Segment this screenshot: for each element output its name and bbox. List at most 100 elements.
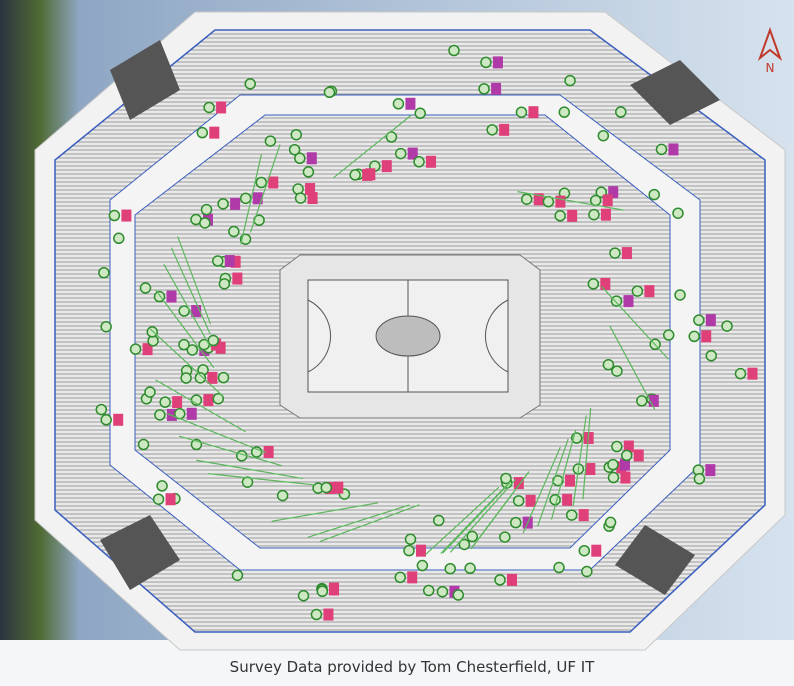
survey-tag xyxy=(506,573,517,586)
north-arrow xyxy=(757,27,783,61)
access-point xyxy=(108,209,121,222)
access-point xyxy=(486,124,498,136)
survey-tag xyxy=(585,463,596,476)
survey-tag xyxy=(600,208,611,221)
access-point xyxy=(413,156,425,168)
three-point-arcs xyxy=(307,299,509,373)
access-point xyxy=(156,480,168,492)
survey-tag xyxy=(492,56,503,69)
survey-tag xyxy=(578,509,589,522)
access-point xyxy=(323,86,336,99)
access-point xyxy=(385,131,398,143)
access-point xyxy=(100,320,112,333)
north-label: N xyxy=(766,61,775,75)
survey-path xyxy=(319,504,420,542)
survey-path xyxy=(470,471,530,550)
access-point xyxy=(553,561,565,574)
access-point xyxy=(615,106,627,118)
access-point xyxy=(392,98,405,110)
access-point xyxy=(100,414,112,426)
access-point xyxy=(620,449,633,462)
access-point xyxy=(604,516,617,529)
access-point xyxy=(218,278,231,290)
access-point xyxy=(611,440,623,453)
access-point xyxy=(494,574,506,586)
access-point xyxy=(95,403,108,416)
access-point xyxy=(212,255,224,267)
survey-tag xyxy=(705,314,716,327)
access-point xyxy=(554,210,566,222)
survey-path xyxy=(522,446,561,534)
survey-tag xyxy=(172,396,183,409)
access-point xyxy=(432,514,445,527)
access-point xyxy=(98,266,110,279)
access-point xyxy=(688,330,700,343)
access-point xyxy=(515,106,528,118)
survey-tag xyxy=(207,371,218,384)
survey-tag xyxy=(306,152,317,165)
access-point xyxy=(276,489,289,502)
access-point xyxy=(672,207,684,219)
survey-path xyxy=(271,502,379,522)
access-point xyxy=(499,531,511,543)
survey-tag xyxy=(644,285,655,298)
access-point xyxy=(631,285,644,297)
access-point xyxy=(589,194,602,207)
access-point xyxy=(662,329,675,341)
survey-tag xyxy=(499,123,510,136)
survey-path xyxy=(249,144,281,233)
access-point xyxy=(610,295,623,307)
survey-tag xyxy=(567,209,578,222)
access-point xyxy=(444,562,456,575)
access-point xyxy=(264,135,277,147)
access-point xyxy=(466,530,479,543)
access-point xyxy=(186,344,199,356)
survey-path xyxy=(517,191,625,211)
access-point xyxy=(564,74,576,87)
survey-tag xyxy=(186,407,197,420)
access-point xyxy=(602,358,615,371)
survey-tag xyxy=(230,197,241,210)
survey-tag xyxy=(232,272,243,285)
access-point xyxy=(721,320,733,332)
access-point xyxy=(607,458,619,471)
tunnel-nw xyxy=(110,40,180,120)
access-point xyxy=(196,126,209,139)
survey-tag xyxy=(333,481,344,494)
access-point xyxy=(217,371,230,384)
survey-path xyxy=(196,459,303,480)
access-point xyxy=(290,128,303,141)
access-point xyxy=(129,343,142,355)
access-point xyxy=(235,450,248,462)
access-point xyxy=(228,225,240,238)
access-point xyxy=(320,481,333,494)
survey-path xyxy=(440,482,510,554)
access-point xyxy=(458,538,471,551)
access-point xyxy=(207,334,220,347)
survey-tag xyxy=(230,255,241,268)
access-point xyxy=(239,192,252,205)
access-point xyxy=(500,472,512,485)
access-point xyxy=(636,395,648,407)
access-point xyxy=(199,217,211,229)
survey-tag xyxy=(407,571,418,584)
survey-path xyxy=(163,263,212,348)
survey-path xyxy=(307,504,410,538)
access-point xyxy=(244,78,256,90)
survey-tag xyxy=(362,168,373,181)
access-point xyxy=(255,176,268,189)
survey-tag xyxy=(268,176,279,189)
survey-tag xyxy=(562,493,573,506)
survey-path xyxy=(332,114,412,179)
survey-tag xyxy=(555,195,566,208)
tunnel-ne xyxy=(630,60,720,125)
survey-tag xyxy=(533,193,544,206)
access-point xyxy=(416,559,429,572)
access-point xyxy=(674,289,686,301)
access-point xyxy=(452,589,465,601)
access-point xyxy=(137,438,150,451)
survey-path xyxy=(178,435,283,467)
access-point xyxy=(597,129,610,142)
access-point xyxy=(587,278,600,290)
